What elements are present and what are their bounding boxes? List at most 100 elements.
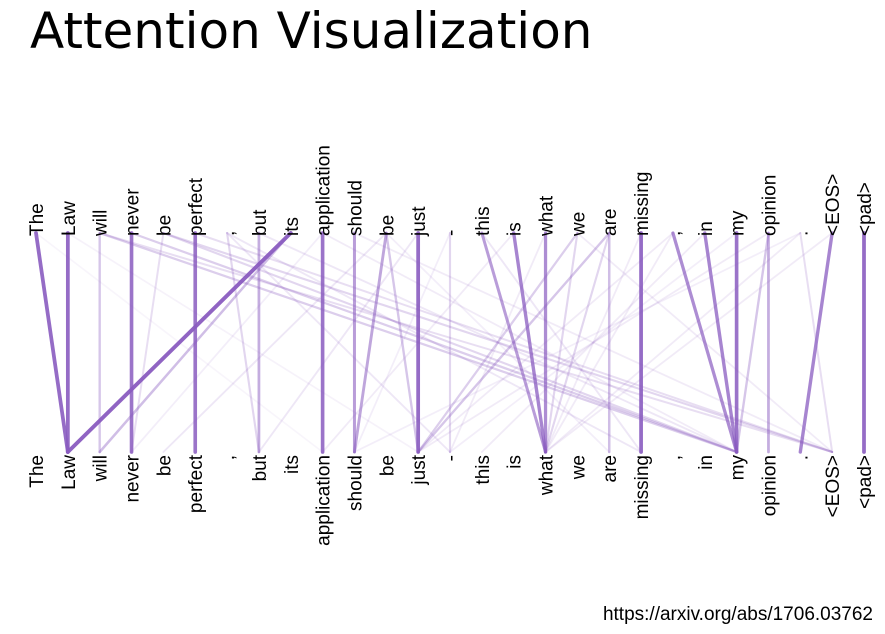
bottom-token-5: perfect xyxy=(186,454,207,513)
top-token-17: we xyxy=(568,212,589,237)
attention-links xyxy=(34,231,866,454)
attention-link-12-7 xyxy=(257,232,420,453)
attention-link-18-16 xyxy=(544,231,611,454)
attention-link-20-16 xyxy=(544,232,674,453)
attention-link-1-12 xyxy=(66,232,420,453)
bottom-token-13: - xyxy=(441,455,462,461)
attention-link-14-19 xyxy=(480,232,643,453)
attention-link-19-16 xyxy=(544,232,642,453)
top-token-18: are xyxy=(600,209,621,236)
attention-link-7-22 xyxy=(257,232,738,453)
bottom-token-22: my xyxy=(728,455,749,481)
attention-link-0-1 xyxy=(34,231,70,454)
bottom-token-1: Law xyxy=(59,455,80,490)
attention-link-11-4 xyxy=(162,232,388,453)
attention-link-6-19 xyxy=(226,232,643,453)
top-token-24: . xyxy=(791,231,812,236)
attention-link-21-14 xyxy=(480,232,706,453)
top-token-25: <EOS> xyxy=(823,174,844,236)
attention-link-15-16 xyxy=(512,231,548,454)
bottom-token-2: will xyxy=(91,455,112,482)
attention-link-4-25 xyxy=(162,231,834,454)
attention-link-11-10 xyxy=(353,231,388,454)
attention-link-20-12 xyxy=(417,232,674,453)
attention-link-9-3 xyxy=(130,232,324,453)
attention-link-13-10 xyxy=(353,232,451,453)
top-token-21: in xyxy=(696,221,717,236)
bottom-token-row: The Law will never be perfect, but its applicati… xyxy=(27,454,876,546)
bottom-token-23: opinion xyxy=(759,455,780,516)
bottom-token-6: , xyxy=(218,455,239,460)
attention-link-11-12 xyxy=(385,231,420,454)
attention-link-0-9 xyxy=(35,232,324,453)
bottom-token-14: this xyxy=(473,455,494,485)
bottom-token-19: missing xyxy=(632,455,653,519)
attention-link-3-22 xyxy=(130,231,738,454)
attention-link-17-12 xyxy=(417,231,579,454)
attention-link-21-22 xyxy=(703,231,739,454)
bottom-token-16: what xyxy=(537,454,558,496)
attention-link-22-13 xyxy=(449,232,738,453)
attention-link-5-25 xyxy=(194,232,834,453)
bottom-token-26: <pad> xyxy=(855,455,876,509)
attention-link-2-25 xyxy=(98,232,834,453)
top-token-6: , xyxy=(218,231,239,236)
top-token-0: The xyxy=(27,203,48,236)
top-token-8: its xyxy=(282,217,303,236)
attention-link-25-16 xyxy=(544,232,834,453)
bottom-token-3: never xyxy=(123,454,144,502)
bottom-token-11: be xyxy=(377,455,398,476)
attention-link-4-22 xyxy=(162,231,738,454)
attention-link-20-22 xyxy=(671,231,739,454)
slide-title: Attention Visualization xyxy=(30,2,593,60)
bottom-token-20: , xyxy=(664,455,685,460)
bottom-token-8: its xyxy=(282,455,303,474)
top-token-4: be xyxy=(154,215,175,236)
top-token-2: will xyxy=(91,210,112,237)
attention-link-24-16 xyxy=(544,232,802,453)
attention-link-6-7 xyxy=(226,231,260,454)
attention-link-9-22 xyxy=(321,232,738,453)
attention-link-17-16 xyxy=(544,231,579,454)
bottom-token-21: in xyxy=(696,455,717,470)
top-token-14: this xyxy=(473,206,494,236)
top-token-22: my xyxy=(728,210,749,236)
source-url: https://arxiv.org/abs/1706.03762 xyxy=(602,604,873,625)
attention-link-14-16 xyxy=(480,231,548,454)
attention-link-23-22 xyxy=(735,231,770,454)
bottom-token-24: . xyxy=(791,455,812,460)
top-token-7: but xyxy=(250,209,271,236)
top-token-row: The Law will never be perfect, but its applicati… xyxy=(27,145,876,237)
attention-link-18-12 xyxy=(416,231,611,454)
attention-link-2-22 xyxy=(98,231,738,454)
attention-link-16-13 xyxy=(449,232,547,453)
attention-link-8-2 xyxy=(98,231,293,454)
bottom-token-15: is xyxy=(505,455,526,469)
top-token-10: should xyxy=(345,180,366,236)
attention-link-11-18 xyxy=(385,232,611,453)
attention-link-4-3 xyxy=(130,232,165,453)
bottom-token-0: The xyxy=(27,455,48,488)
bottom-token-25: <EOS> xyxy=(823,455,844,517)
top-token-13: - xyxy=(441,230,462,236)
attention-link-25-24 xyxy=(798,231,834,454)
attention-link-24-10 xyxy=(353,232,802,453)
top-token-11: be xyxy=(377,215,398,236)
attention-link-17-25 xyxy=(576,232,834,453)
top-token-26: <pad> xyxy=(855,182,876,236)
attention-link-23-12 xyxy=(417,232,770,453)
bottom-token-12: just xyxy=(409,454,430,485)
bottom-token-7: but xyxy=(250,454,271,481)
bottom-token-17: we xyxy=(568,455,589,480)
top-token-5: perfect xyxy=(186,177,207,236)
attention-link-6-13 xyxy=(226,232,451,453)
top-token-9: application xyxy=(314,145,335,236)
bottom-token-4: be xyxy=(154,455,175,476)
top-token-15: is xyxy=(505,222,526,236)
attention-link-8-1 xyxy=(65,231,293,454)
top-token-12: just xyxy=(409,206,430,237)
top-token-1: Law xyxy=(59,201,80,236)
top-token-20: , xyxy=(664,231,685,236)
top-token-19: missing xyxy=(632,172,653,236)
